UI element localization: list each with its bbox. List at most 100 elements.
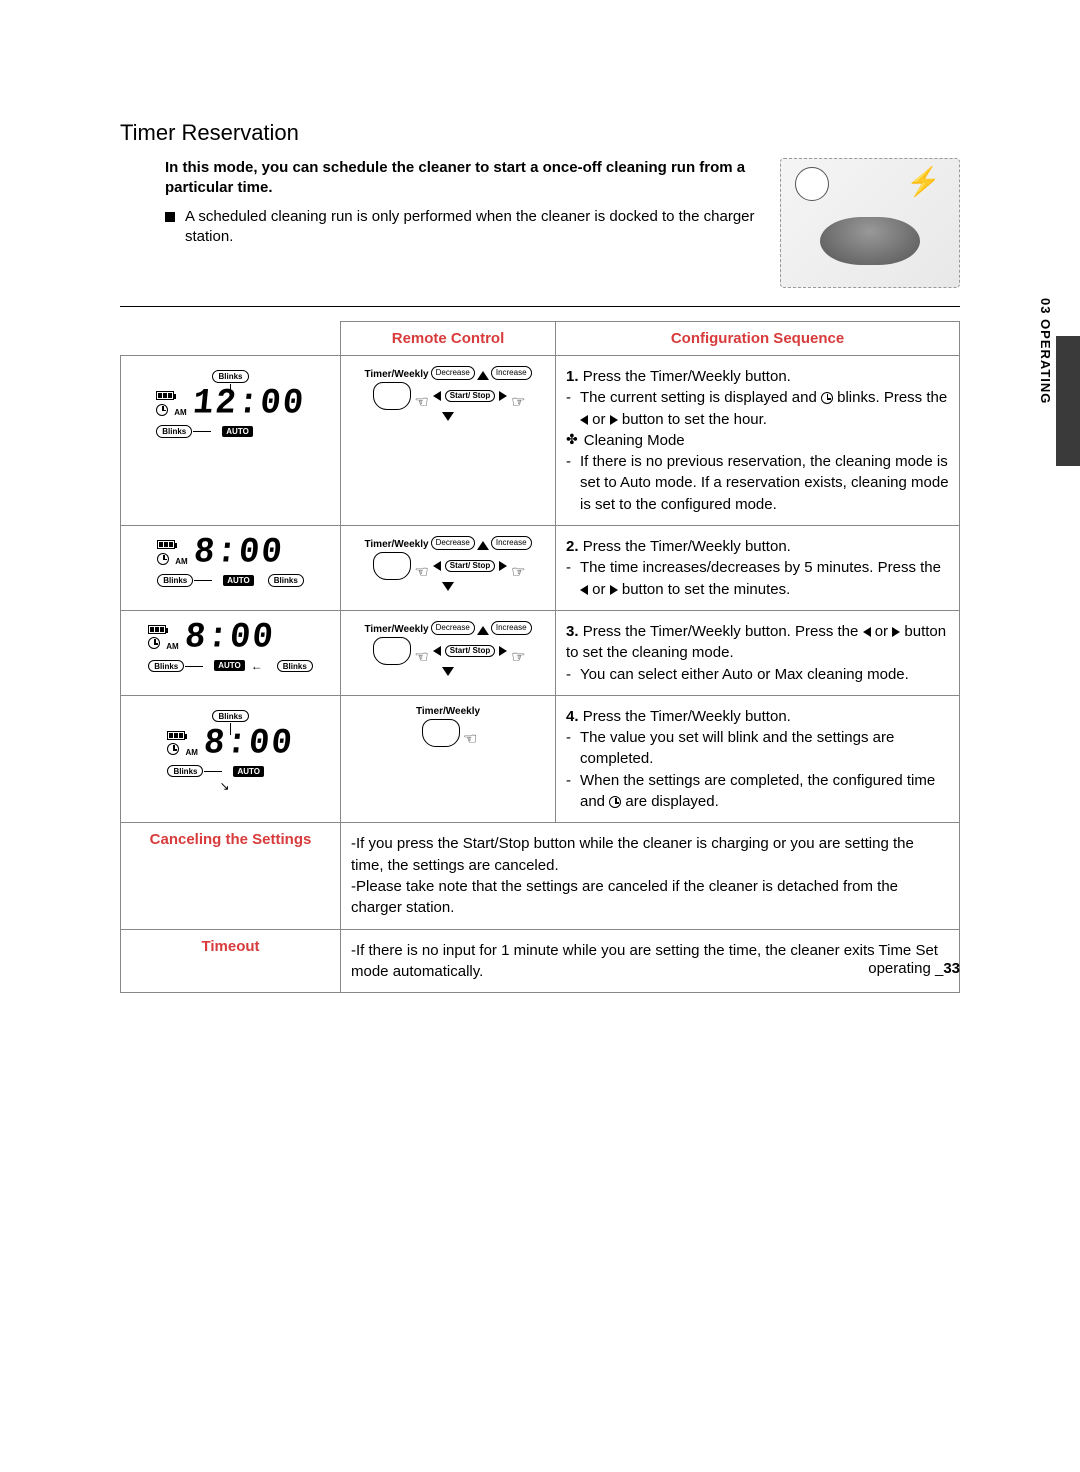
intro-bold: In this mode, you can schedule the clean… — [165, 158, 760, 199]
hand-pointer-icon: ☞ — [511, 647, 525, 667]
right-triangle-icon[interactable] — [499, 391, 507, 401]
remote-panel: Timer/Weekly Decrease Increase ☜ Start/ … — [364, 536, 531, 595]
clock-glyph-icon — [157, 553, 169, 565]
blinks-pill: Blinks — [212, 370, 248, 383]
timer-weekly-label: Timer/Weekly — [364, 624, 428, 635]
clock-glyph-icon — [167, 743, 179, 755]
seq-item: When the settings are completed, the con… — [580, 770, 949, 813]
clock-glyph-icon — [609, 796, 621, 808]
footer-page: 33 — [943, 960, 960, 977]
display-panel: AM 8:00 Blinks AUTO Blinks — [157, 536, 304, 587]
blinks-pill: Blinks — [156, 425, 192, 438]
timer-weekly-button[interactable] — [422, 719, 460, 747]
up-triangle-icon — [477, 626, 489, 635]
decrease-label: Decrease — [431, 366, 475, 380]
timer-weekly-label: Timer/Weekly — [364, 369, 428, 380]
display-panel: AM 8:00 Blinks AUTO ← Blinks — [148, 621, 313, 673]
side-tab-bar — [1056, 336, 1080, 466]
dash-icon: - — [566, 557, 580, 600]
seq-item: You can select either Auto or Max cleani… — [580, 664, 909, 685]
bottom-item-text: If there is no input for 1 minute while … — [351, 942, 938, 980]
header-sequence: Configuration Sequence — [556, 322, 960, 356]
bottom-item-text: Please take note that the settings are c… — [351, 878, 898, 916]
bottom-label: Timeout — [121, 929, 341, 993]
remote-panel: Timer/Weekly Decrease Increase ☜ Start/ … — [364, 366, 531, 425]
seq-item: The current setting is displayed and bli… — [580, 387, 949, 430]
start-stop-button[interactable]: Start/ Stop — [445, 645, 495, 658]
down-triangle-icon — [442, 412, 454, 421]
start-stop-button[interactable]: Start/ Stop — [445, 390, 495, 403]
dash-icon: - — [566, 387, 580, 430]
robot-icon — [820, 217, 920, 265]
table-bottom-row: Timeout -If there is no input for 1 minu… — [121, 929, 960, 993]
sequence-block: 4. Press the Timer/Weekly button. -The v… — [566, 706, 949, 812]
seven-segment-time: 8:00 — [202, 726, 295, 762]
hero-illustration: ⚡ — [780, 158, 960, 288]
increase-label: Increase — [491, 536, 532, 550]
timer-weekly-button[interactable] — [373, 637, 411, 665]
am-label: AM — [175, 557, 187, 566]
start-stop-button[interactable]: Start/ Stop — [445, 560, 495, 573]
sequence-block: 3. Press the Timer/Weekly button. Press … — [566, 621, 949, 685]
side-tab-text: 03 OPERATING — [1035, 294, 1056, 408]
left-triangle-icon[interactable] — [433, 561, 441, 571]
dash-icon: - — [566, 451, 580, 515]
timer-weekly-button[interactable] — [373, 552, 411, 580]
dash-icon: - — [566, 770, 580, 813]
seq-item: The time increases/decreases by 5 minute… — [580, 557, 949, 600]
arrow-icon: ← — [251, 659, 263, 673]
seven-segment-time: 8:00 — [192, 535, 285, 571]
left-triangle-icon[interactable] — [433, 646, 441, 656]
sequence-block: 2. Press the Timer/Weekly button. -The t… — [566, 536, 949, 600]
left-triangle-icon — [863, 627, 871, 637]
table-bottom-row: Canceling the Settings -If you press the… — [121, 823, 960, 929]
blinks-pill: Blinks — [212, 710, 248, 723]
am-label: AM — [185, 748, 197, 757]
increase-label: Increase — [491, 621, 532, 635]
intro-block: In this mode, you can schedule the clean… — [120, 158, 960, 307]
right-triangle-icon[interactable] — [499, 646, 507, 656]
note-icon: ✤ — [566, 430, 578, 451]
increase-label: Increase — [491, 366, 532, 380]
timer-weekly-label: Timer/Weekly — [364, 539, 428, 550]
left-triangle-icon — [580, 415, 588, 425]
seven-segment-time: 12:00 — [191, 386, 307, 422]
auto-badge: AUTO — [222, 426, 253, 437]
up-triangle-icon — [477, 541, 489, 550]
right-triangle-icon[interactable] — [499, 561, 507, 571]
step-lead: Press the Timer/Weekly button. — [583, 368, 791, 385]
step-lead: Press the Timer/Weekly button. — [583, 708, 791, 725]
auto-badge: AUTO — [223, 575, 254, 586]
battery-icon — [156, 391, 174, 400]
left-triangle-icon[interactable] — [433, 391, 441, 401]
timer-weekly-button[interactable] — [373, 382, 411, 410]
clock-icon — [795, 167, 829, 201]
clock-glyph-icon — [821, 392, 833, 404]
hand-pointer-icon: ☞ — [511, 392, 525, 412]
remote-panel: Timer/Weekly Decrease Increase ☜ Start/ … — [364, 621, 531, 680]
left-triangle-icon — [580, 585, 588, 595]
blinks-pill: Blinks — [268, 574, 304, 587]
step-number: 1. — [566, 368, 579, 385]
right-triangle-icon — [610, 585, 618, 595]
table-row: AM 8:00 Blinks AUTO Blinks Timer/Weekly … — [121, 526, 960, 611]
header-remote: Remote Control — [341, 322, 556, 356]
table-row: Blinks AM 12:00 Blinks AUTO Timer/Weekly — [121, 356, 960, 526]
section-title: Timer Reservation — [120, 120, 960, 146]
blinks-pill: Blinks — [167, 765, 203, 778]
decrease-label: Decrease — [431, 621, 475, 635]
intro-bullet-text: A scheduled cleaning run is only perform… — [185, 207, 760, 248]
auto-badge: AUTO — [233, 766, 264, 777]
display-panel: Blinks AM 8:00 Blinks AUTO ↘ — [167, 706, 293, 794]
table-row: Blinks AM 8:00 Blinks AUTO ↘ Timer/Weekl… — [121, 695, 960, 822]
blinks-pill: Blinks — [277, 660, 313, 673]
display-panel: Blinks AM 12:00 Blinks AUTO — [156, 366, 304, 438]
seq-item: The value you set will blink and the set… — [580, 727, 949, 770]
hand-pointer-icon: ☜ — [414, 392, 428, 412]
decrease-label: Decrease — [431, 536, 475, 550]
arrow-down-icon: ↘ — [219, 779, 293, 793]
sequence-block: 1. Press the Timer/Weekly button. -The c… — [566, 366, 949, 515]
am-label: AM — [174, 408, 186, 417]
step-number: 4. — [566, 708, 579, 725]
config-table: Remote Control Configuration Sequence Bl… — [120, 321, 960, 993]
